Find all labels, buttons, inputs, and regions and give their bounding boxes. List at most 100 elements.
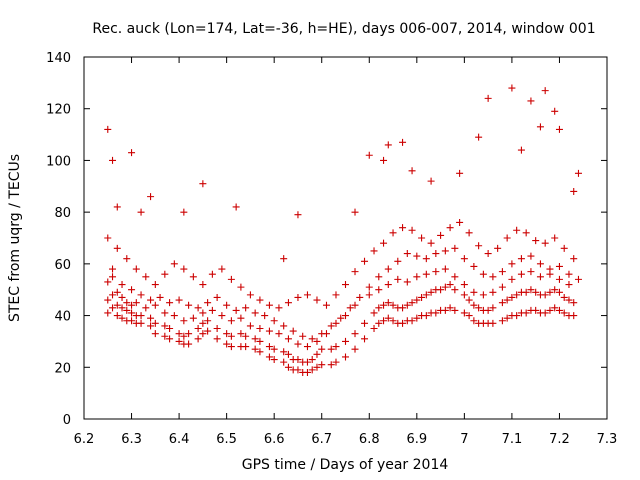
data-point [413,314,421,322]
data-point [479,291,487,299]
data-point [289,327,297,335]
data-point [265,343,273,351]
data-point [308,366,316,374]
data-point [456,218,464,226]
data-point [270,317,278,325]
data-point [546,306,554,314]
data-point [560,293,568,301]
data-point [113,288,121,296]
data-point [375,319,383,327]
data-point [555,288,563,296]
data-point [427,288,435,296]
data-point [227,332,235,340]
data-point [104,278,112,286]
data-point [322,301,330,309]
data-point [380,301,388,309]
data-point [280,348,288,356]
data-point [470,301,478,309]
data-point [380,156,388,164]
data-point [365,283,373,291]
data-point [555,275,563,283]
data-point [128,317,136,325]
data-point [170,312,178,320]
data-point [408,317,416,325]
data-point [156,293,164,301]
data-point [104,234,112,242]
data-point [370,325,378,332]
data-point [451,273,459,281]
data-point [370,309,378,317]
data-point [351,268,359,276]
data-point [161,309,169,317]
data-point [128,301,136,309]
x-tick-label: 7.3 [597,432,618,447]
data-point [332,343,340,351]
data-point [313,337,321,345]
x-tick-label: 6.3 [121,432,142,447]
data-point [161,270,169,278]
data-point [475,242,483,250]
data-point [318,330,326,338]
data-point [342,337,349,345]
data-point [151,330,159,338]
data-point [470,317,478,325]
data-point [375,286,383,294]
data-point [180,332,188,340]
data-point [403,250,411,258]
data-point [503,234,511,242]
data-point [475,304,483,312]
data-point [199,281,207,289]
data-point [137,291,145,299]
data-point [109,273,117,281]
data-point [365,151,373,159]
data-point [489,319,497,327]
data-point [284,363,292,371]
data-point [132,299,140,307]
data-point [517,255,525,263]
data-point [475,133,483,141]
x-axis-title: GPS time / Days of year 2014 [242,457,449,473]
data-point [208,306,216,314]
data-point [280,322,288,330]
data-point [189,314,197,322]
chart-title: Rec. auck (Lon=174, Lat=-36, h=HE), days… [92,21,595,37]
data-point [408,167,416,175]
data-point [166,335,174,343]
x-tick-label: 7 [460,432,468,447]
data-point [227,317,235,325]
data-point [356,293,364,301]
data-point [142,304,150,312]
data-point [246,322,254,330]
data-point [351,208,359,216]
data-point [294,293,302,301]
data-point [166,325,174,332]
data-point [513,312,521,320]
data-point [570,299,578,307]
y-tick-label: 120 [46,103,71,118]
data-point [527,286,535,294]
data-point [570,312,578,320]
data-point [551,286,559,294]
data-point [413,252,421,260]
data-point [113,312,121,320]
data-point [527,252,535,260]
data-point [294,356,302,364]
data-point [555,306,563,314]
data-point [565,270,573,278]
data-point [147,322,155,330]
data-point [118,304,126,312]
data-point [503,314,511,322]
data-point [380,239,388,247]
data-point [418,234,426,242]
data-point [185,340,193,348]
data-point [498,283,506,291]
data-point [446,281,454,289]
data-point [441,283,449,291]
data-point [565,296,573,304]
data-point [303,343,311,351]
data-point [337,314,345,322]
data-point [361,319,369,327]
data-point [199,330,207,338]
data-point [242,332,250,340]
data-point [522,309,530,317]
